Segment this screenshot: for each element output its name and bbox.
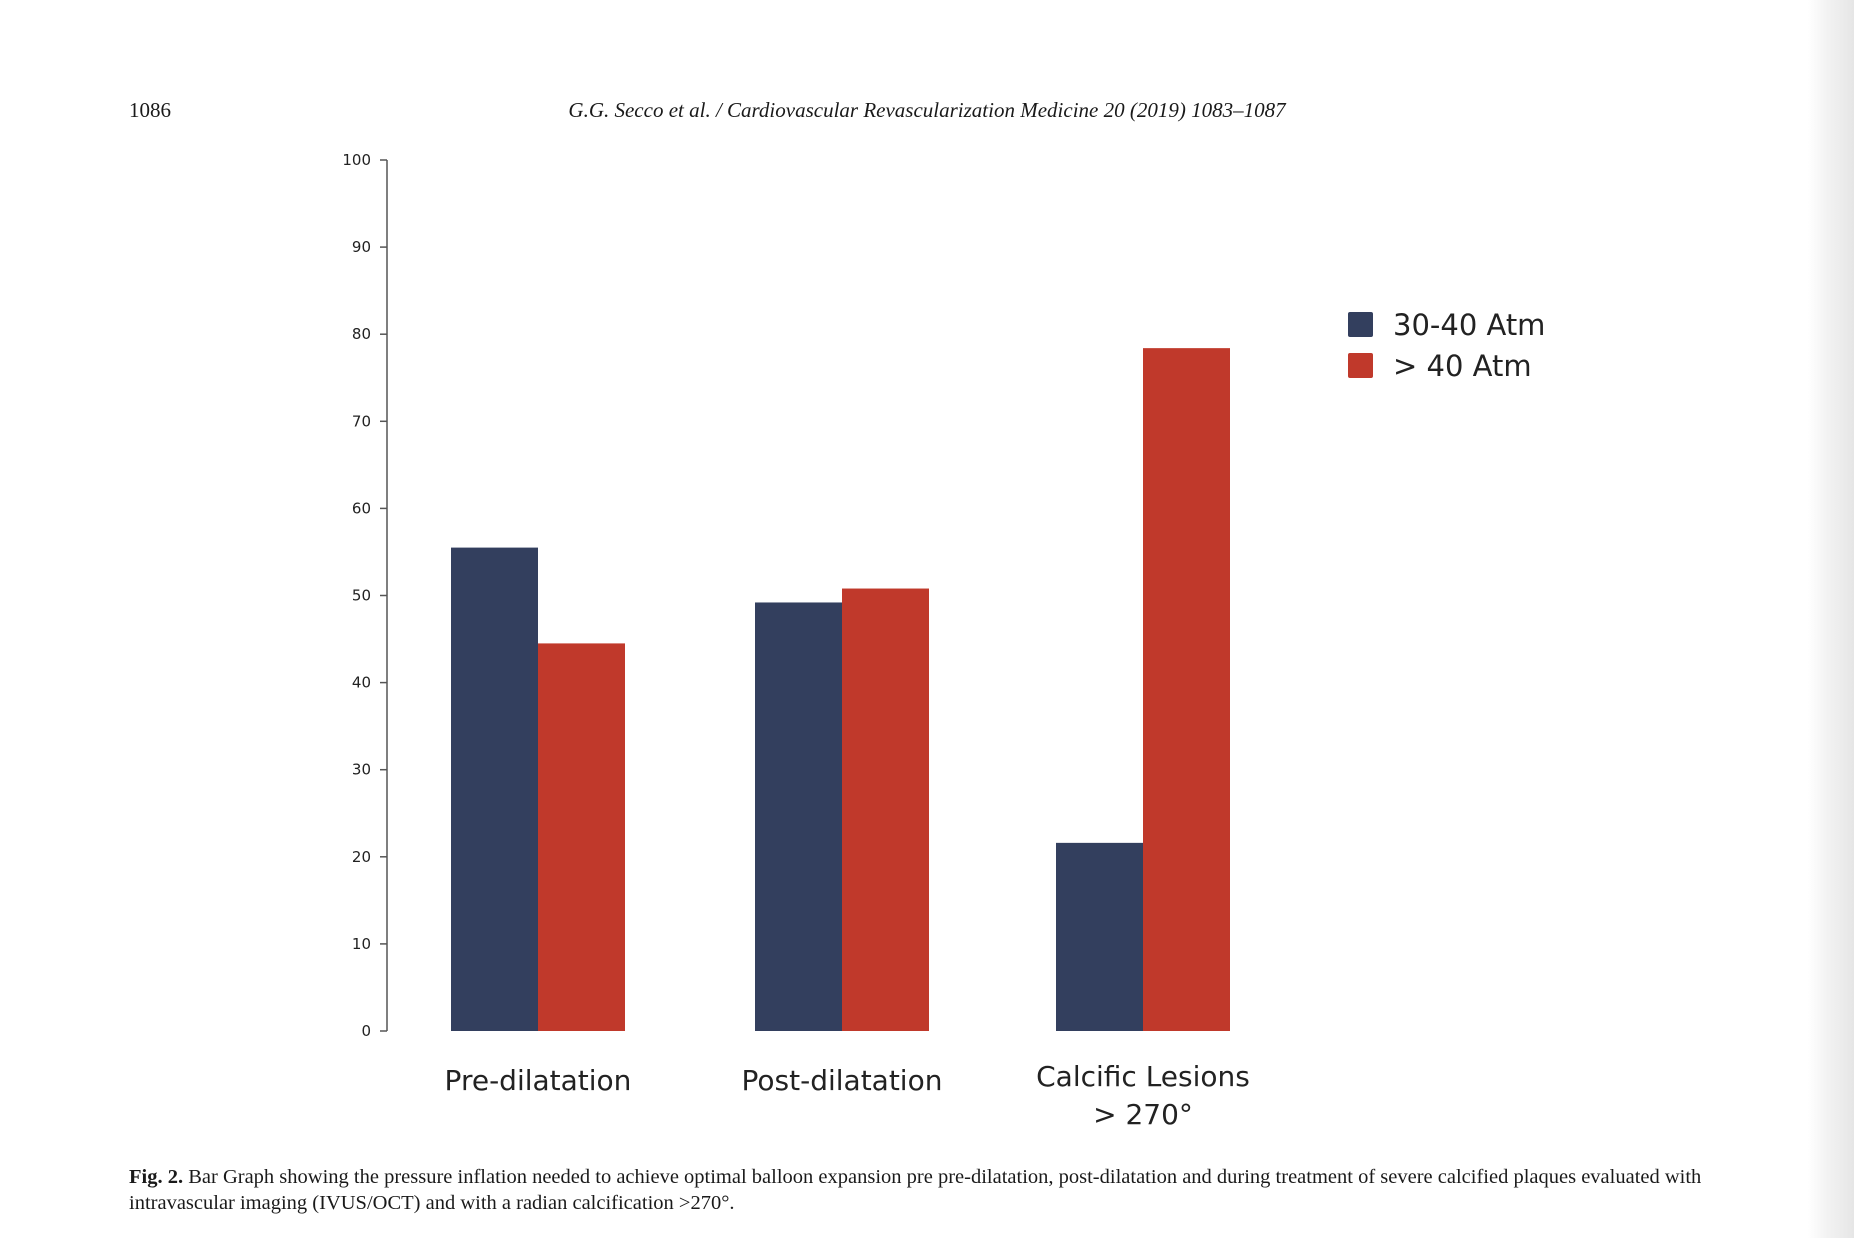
- y-tick-label: 100: [342, 151, 371, 169]
- bar-over-40-atm: [842, 588, 929, 1031]
- legend-swatch: [1348, 312, 1373, 337]
- x-category-label: Pre-dilatation: [445, 1064, 632, 1097]
- running-head: 1086 G.G. Secco et al. / Cardiovascular …: [129, 98, 1725, 128]
- journal-reference: G.G. Secco et al. / Cardiovascular Revas…: [568, 98, 1286, 122]
- page-edge-shadow: [1808, 0, 1854, 1238]
- y-tick-label: 50: [352, 587, 371, 605]
- y-tick-label: 0: [361, 1022, 371, 1040]
- bar-chart: 0 10 20 30 40 50 60 70 80 90 100 Pre-dilatation Post…: [342, 151, 1545, 1131]
- y-tick-label: 10: [352, 935, 371, 953]
- figure-label: Fig. 2.: [129, 1166, 184, 1188]
- x-category-label: Post-dilatation: [742, 1064, 943, 1097]
- figure-caption: Fig. 2. Bar Graph showing the pressure i…: [129, 1164, 1755, 1216]
- figure-caption-text: Bar Graph showing the pressure inflation…: [129, 1166, 1702, 1214]
- page-number: 1086: [129, 98, 171, 122]
- legend-label: 30-40 Atm: [1393, 308, 1545, 342]
- legend-label: > 40 Atm: [1393, 349, 1532, 383]
- bar-30-40-atm: [451, 547, 538, 1031]
- y-tick-label: 90: [352, 238, 371, 256]
- bar-30-40-atm: [1056, 842, 1143, 1031]
- y-tick-label: 20: [352, 848, 371, 866]
- bar-over-40-atm: [538, 643, 625, 1031]
- x-category-label: Calcific Lesions > 270°: [1036, 1060, 1250, 1131]
- bar-over-40-atm: [1143, 348, 1230, 1031]
- y-tick-label: 80: [352, 325, 371, 343]
- y-tick-label: 40: [352, 674, 371, 692]
- bar-30-40-atm: [755, 602, 842, 1031]
- legend-swatch: [1348, 353, 1373, 378]
- y-tick-label: 60: [352, 499, 371, 517]
- y-tick-label: 30: [352, 761, 371, 779]
- y-tick-label: 70: [352, 412, 371, 430]
